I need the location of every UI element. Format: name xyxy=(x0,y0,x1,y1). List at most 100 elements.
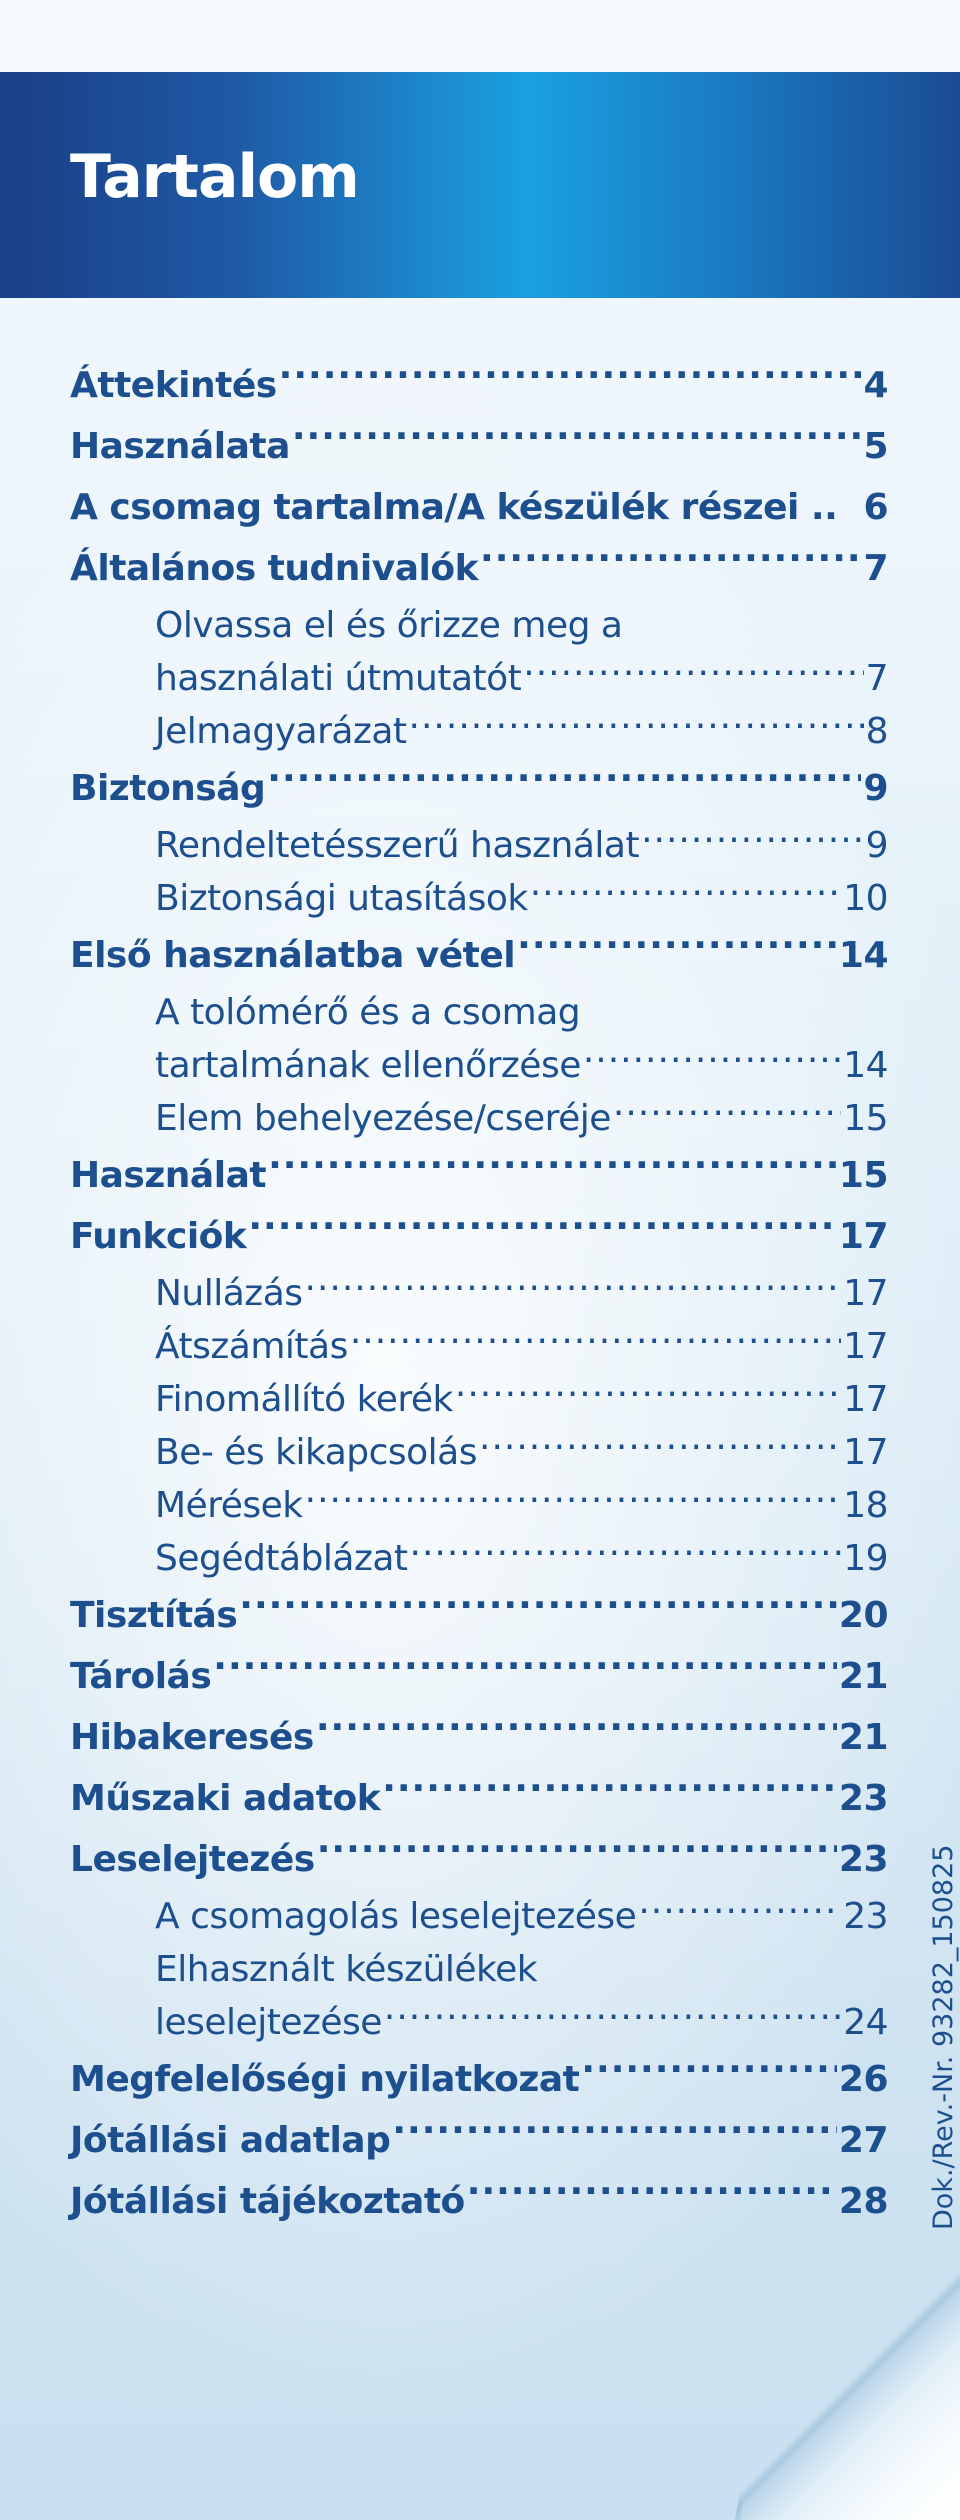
toc-entry[interactable]: Megfelelőségi nyilatkozat 26 xyxy=(70,2049,889,2110)
toc-entry[interactable]: Első használatba vétel 14 xyxy=(70,925,889,986)
toc-entry[interactable]: Általános tudnivalók 7 xyxy=(70,538,888,599)
toc-subentry[interactable]: Elem behelyezése/cseréje 15 xyxy=(70,1092,888,1145)
dot-leader xyxy=(317,1831,837,1871)
toc-page-number: 14 xyxy=(843,1045,888,1086)
toc-entry-label: Segédtáblázat xyxy=(155,1538,408,1579)
dot-leader xyxy=(523,654,863,690)
toc-entry-label: A tolómérő és a csomag xyxy=(155,992,581,1033)
toc-entry-label: Általános tudnivalók xyxy=(70,548,479,589)
toc-subentry[interactable]: Elhasznált készülékek xyxy=(70,1943,888,1996)
toc-entry[interactable]: Műszaki adatok 23 xyxy=(70,1768,889,1829)
dot-leader xyxy=(479,1428,841,1464)
toc-entry-label: Jótállási adatlap xyxy=(70,2120,391,2161)
toc-page-number: 20 xyxy=(838,1595,889,1636)
dot-leader xyxy=(279,357,862,397)
toc-entry-label: Használat xyxy=(70,1155,267,1196)
toc-subentry[interactable]: Be- és kikapcsolás 17 xyxy=(70,1426,888,1479)
dot-leader xyxy=(530,874,841,910)
toc-page-number: 9 xyxy=(863,768,888,809)
toc-entry[interactable]: Használata 5 xyxy=(70,416,888,477)
toc-entry[interactable]: Hibakeresés 21 xyxy=(70,1707,889,1768)
toc-entry-label: Tárolás xyxy=(70,1656,212,1697)
toc-subentry[interactable]: használati útmutatót 7 xyxy=(70,652,889,705)
dot-leader xyxy=(382,1770,837,1810)
toc-entry-label: Funkciók xyxy=(70,1216,247,1257)
toc-entry-label: Átszámítás xyxy=(155,1326,348,1367)
dot-leader xyxy=(267,760,861,800)
document-number: Dok./Rev.-Nr. 93282_150825 xyxy=(928,1844,959,2230)
page-title: Tartalom xyxy=(70,142,360,212)
toc-entry-label: Be- és kikapcsolás xyxy=(155,1432,478,1473)
toc-subentry[interactable]: Finomállító kerék 17 xyxy=(70,1373,888,1426)
toc-entry[interactable]: Funkciók 17 xyxy=(70,1206,889,1267)
toc-subentry[interactable]: tartalmának ellenőrzése 14 xyxy=(70,1039,888,1092)
dot-leader xyxy=(248,1208,837,1248)
table-of-contents: Áttekintés 4 Használata 5 A csomag tartalma/… xyxy=(70,355,889,2232)
dot-leader xyxy=(239,1587,837,1627)
toc-page-number: 24 xyxy=(843,2002,888,2043)
toc-page-number: 28 xyxy=(838,2181,889,2222)
toc-subentry[interactable]: leselejtezése 24 xyxy=(70,1996,888,2049)
dot-leader xyxy=(316,1709,837,1749)
toc-entry-label: használati útmutatót xyxy=(155,658,522,699)
toc-entry-label: Olvassa el és őrizze meg a xyxy=(155,605,623,646)
toc-entry[interactable]: Jótállási adatlap 27 xyxy=(70,2110,889,2171)
toc-entry[interactable]: Jótállási tájékoztató 28 xyxy=(70,2171,889,2232)
toc-page-number: 10 xyxy=(843,878,888,919)
toc-entry[interactable]: Tárolás 21 xyxy=(70,1646,889,1707)
toc-entry-label: Mérések xyxy=(155,1485,303,1526)
toc-subentry[interactable]: Biztonsági utasítások 10 xyxy=(70,872,888,925)
toc-entry[interactable]: Áttekintés 4 xyxy=(70,355,888,416)
toc-subentry[interactable]: Átszámítás 17 xyxy=(70,1320,888,1373)
toc-entry-label: Leselejtezés xyxy=(70,1839,315,1880)
toc-entry-label: A csomag tartalma/A készülék részei .. xyxy=(70,487,838,528)
toc-entry-label: Rendeltetésszerű használat xyxy=(155,825,640,866)
toc-subentry[interactable]: Segédtáblázat 19 xyxy=(70,1532,888,1585)
toc-page-number: 9 xyxy=(865,825,889,866)
toc-entry-label: Finomállító kerék xyxy=(155,1379,453,1420)
toc-page-number: 17 xyxy=(843,1432,888,1473)
toc-entry-label: Jótállási tájékoztató xyxy=(70,2181,465,2222)
toc-entry-label: Biztonság xyxy=(70,768,266,809)
toc-subentry[interactable]: Mérések 18 xyxy=(70,1479,888,1532)
toc-subentry[interactable]: Jelmagyarázat 8 xyxy=(70,705,889,758)
toc-page-number: 17 xyxy=(843,1326,888,1367)
toc-entry[interactable]: Biztonság 9 xyxy=(70,758,888,819)
toc-entry-label: Megfelelőségi nyilatkozat xyxy=(70,2059,580,2100)
dot-leader xyxy=(480,540,861,580)
toc-subentry[interactable]: Olvassa el és őrizze meg a xyxy=(70,599,888,652)
toc-page-number: 17 xyxy=(843,1273,888,1314)
toc-page-number: 21 xyxy=(838,1717,889,1758)
dot-leader xyxy=(467,2173,837,2213)
toc-entry[interactable]: Leselejtezés 23 xyxy=(70,1829,889,1890)
toc-entry[interactable]: A csomag tartalma/A készülék részei .. 6 xyxy=(70,477,888,538)
toc-entry-label: Nullázás xyxy=(155,1273,303,1314)
toc-page-number: 23 xyxy=(843,1896,888,1937)
dot-leader xyxy=(581,2051,837,2091)
dot-leader xyxy=(638,1892,841,1928)
toc-entry-label: tartalmának ellenőrzése xyxy=(155,1045,581,1086)
dot-leader xyxy=(641,821,864,857)
toc-entry-label: A csomagolás leselejtezése xyxy=(155,1896,637,1937)
dot-leader xyxy=(384,1998,841,2034)
toc-subentry[interactable]: A tolómérő és a csomag xyxy=(70,986,888,1039)
toc-page-number: 18 xyxy=(843,1485,888,1526)
toc-entry-label: Jelmagyarázat xyxy=(155,711,407,752)
toc-entry-label: Tisztítás xyxy=(70,1595,238,1636)
toc-page-number: 14 xyxy=(838,935,889,976)
toc-page-number: 26 xyxy=(838,2059,889,2100)
toc-entry-label: Elem behelyezése/cseréje xyxy=(155,1098,611,1139)
toc-subentry[interactable]: Rendeltetésszerű használat 9 xyxy=(70,819,889,872)
toc-page-number: 5 xyxy=(863,426,888,467)
dot-leader xyxy=(268,1147,837,1187)
dot-leader xyxy=(292,418,862,458)
toc-subentry[interactable]: Nullázás 17 xyxy=(70,1267,888,1320)
toc-page-number: 6 xyxy=(863,487,888,528)
toc-page-number: 8 xyxy=(865,711,889,752)
toc-entry[interactable]: Használat 15 xyxy=(70,1145,889,1206)
toc-page-number: 7 xyxy=(865,658,889,699)
title-banner: Tartalom xyxy=(0,72,960,298)
toc-subentry[interactable]: A csomagolás leselejtezése 23 xyxy=(70,1890,888,1943)
toc-entry[interactable]: Tisztítás 20 xyxy=(70,1585,889,1646)
dot-leader xyxy=(583,1041,841,1077)
